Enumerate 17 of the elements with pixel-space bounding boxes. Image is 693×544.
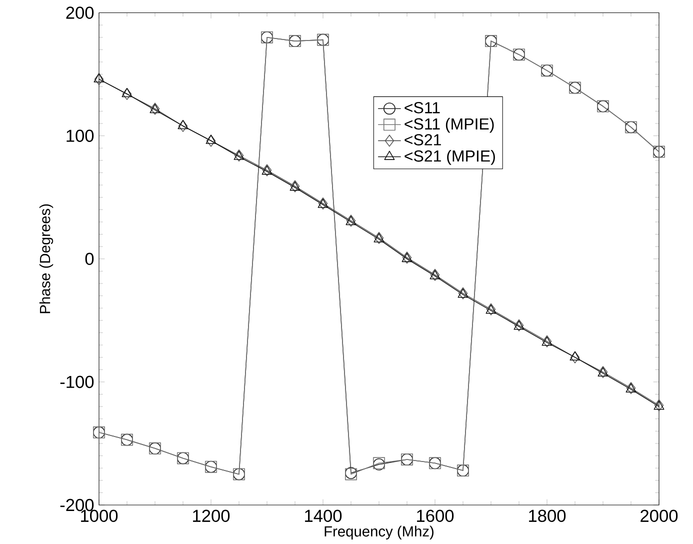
x-tick-label: 1000: [81, 510, 118, 522]
x-tick-label: 2000: [640, 510, 678, 522]
legend-label: <S11: [404, 102, 440, 114]
x-tick-label: 1200: [193, 510, 230, 522]
y-tick-label: 0: [85, 252, 94, 266]
y-tick-label: -100: [60, 376, 94, 388]
y-tick-label: 200: [66, 6, 94, 19]
x-tick-label: 1800: [529, 510, 566, 522]
y-axis-title: Phase (Degrees): [39, 204, 54, 314]
legend-label: <S21: [404, 134, 441, 146]
legend-label: <S11 (MPIE): [404, 118, 494, 133]
y-tick-label: -200: [60, 498, 94, 512]
x-tick-label: 1600: [417, 510, 454, 522]
x-tick-label: 1400: [305, 510, 342, 522]
x-axis-title: Frequency (Mhz): [324, 526, 434, 540]
legend-label: <S21 (MPIE): [404, 150, 495, 165]
y-tick-label: 100: [66, 130, 94, 142]
